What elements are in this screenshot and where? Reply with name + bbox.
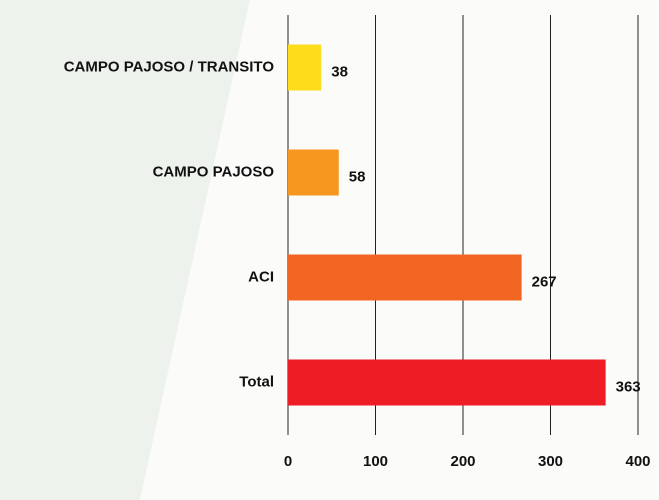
bar <box>288 255 522 301</box>
data-label: 363 <box>616 378 641 395</box>
data-label: 267 <box>532 273 557 290</box>
y-tick-label: Total <box>239 373 274 390</box>
x-tick-label: 400 <box>625 453 650 470</box>
chart: 0 100 200 300 400 CAMPO PAJOSO / TRANSITO 38 CA… <box>0 0 659 500</box>
page: 0 100 200 300 400 CAMPO PAJOSO / TRANSITO 38 CA… <box>0 0 659 500</box>
data-label: 38 <box>331 63 348 80</box>
x-tick-label: 0 <box>284 453 292 470</box>
x-tick-label: 200 <box>450 453 475 470</box>
y-tick-label: CAMPO PAJOSO / TRANSITO <box>64 58 275 75</box>
bar <box>288 360 606 406</box>
x-tick-label: 100 <box>363 453 388 470</box>
x-tick-label: 300 <box>538 453 563 470</box>
bar <box>288 45 321 91</box>
bar <box>288 150 339 196</box>
y-tick-label: CAMPO PAJOSO <box>153 163 275 180</box>
y-tick-label: ACI <box>248 268 274 285</box>
data-label: 58 <box>349 168 366 185</box>
